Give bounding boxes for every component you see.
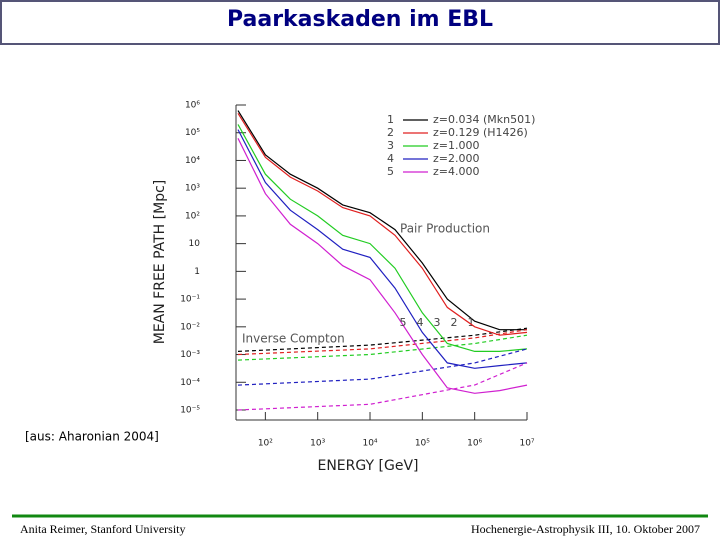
x-tick-label: 10⁷ xyxy=(519,439,534,449)
slide-title: Paarkaskaden im EBL xyxy=(227,7,493,32)
pair-curve xyxy=(237,124,528,352)
curve-label: 3 xyxy=(434,316,441,329)
footer-right: Hochenergie-Astrophysik III, 10. Oktober… xyxy=(471,522,700,536)
legend-label: z=0.034 (Mkn501) xyxy=(433,113,535,126)
x-tick-label: 10⁶ xyxy=(467,439,482,449)
y-tick-label: 10⁻² xyxy=(180,322,200,332)
y-tick-label: 10⁵ xyxy=(185,128,200,138)
title-box xyxy=(0,0,720,45)
x-axis-label: ENERGY [GeV] xyxy=(317,458,418,474)
y-tick-label: 10⁻⁵ xyxy=(180,406,200,416)
x-tick-label: 10² xyxy=(258,439,273,449)
curve-label: 1 xyxy=(468,316,475,329)
y-tick-label: 10³ xyxy=(185,184,200,194)
pair-curve xyxy=(237,110,527,331)
x-tick-label: 10⁴ xyxy=(362,439,377,449)
x-tick-label: 10³ xyxy=(310,439,325,449)
legend-number: 3 xyxy=(387,139,394,152)
x-tick-label: 10⁵ xyxy=(415,439,430,449)
ic-curve xyxy=(237,334,528,361)
ic-curve xyxy=(237,329,528,356)
y-tick-label: 10⁶ xyxy=(185,101,200,111)
y-tick-label: 10⁻⁴ xyxy=(180,378,200,388)
pair-curve xyxy=(237,129,528,369)
legend-label: z=4.000 xyxy=(433,165,479,178)
annotation: Pair Production xyxy=(400,222,490,236)
footer-left: Anita Reimer, Stanford University xyxy=(20,522,186,536)
citation: [aus: Aharonian 2004] xyxy=(25,430,159,444)
y-tick-label: 10⁻³ xyxy=(180,350,200,360)
legend-number: 1 xyxy=(387,113,394,126)
y-tick-label: 1 xyxy=(194,267,200,277)
pair-curve xyxy=(237,138,528,394)
legend-number: 2 xyxy=(387,126,394,139)
y-tick-label: 10 xyxy=(189,239,201,249)
y-tick-label: 10⁻¹ xyxy=(180,295,200,305)
ic-curve xyxy=(237,362,528,411)
curve-label: 4 xyxy=(417,316,424,329)
y-tick-label: 10² xyxy=(185,211,200,221)
y-tick-label: 10⁴ xyxy=(185,156,200,166)
annotation: Inverse Compton xyxy=(242,332,345,346)
legend-label: z=2.000 xyxy=(433,152,479,165)
legend-label: z=1.000 xyxy=(433,139,479,152)
legend-number: 5 xyxy=(387,165,394,178)
pair-curve xyxy=(237,112,528,336)
y-axis-label: MEAN FREE PATH [Mpc] xyxy=(152,180,168,345)
curve-label: 2 xyxy=(451,316,458,329)
legend-number: 4 xyxy=(387,152,394,165)
ic-curve xyxy=(237,327,528,352)
legend-label: z=0.129 (H1426) xyxy=(433,126,528,139)
curve-label: 5 xyxy=(400,316,407,329)
ic-curve xyxy=(237,348,528,386)
